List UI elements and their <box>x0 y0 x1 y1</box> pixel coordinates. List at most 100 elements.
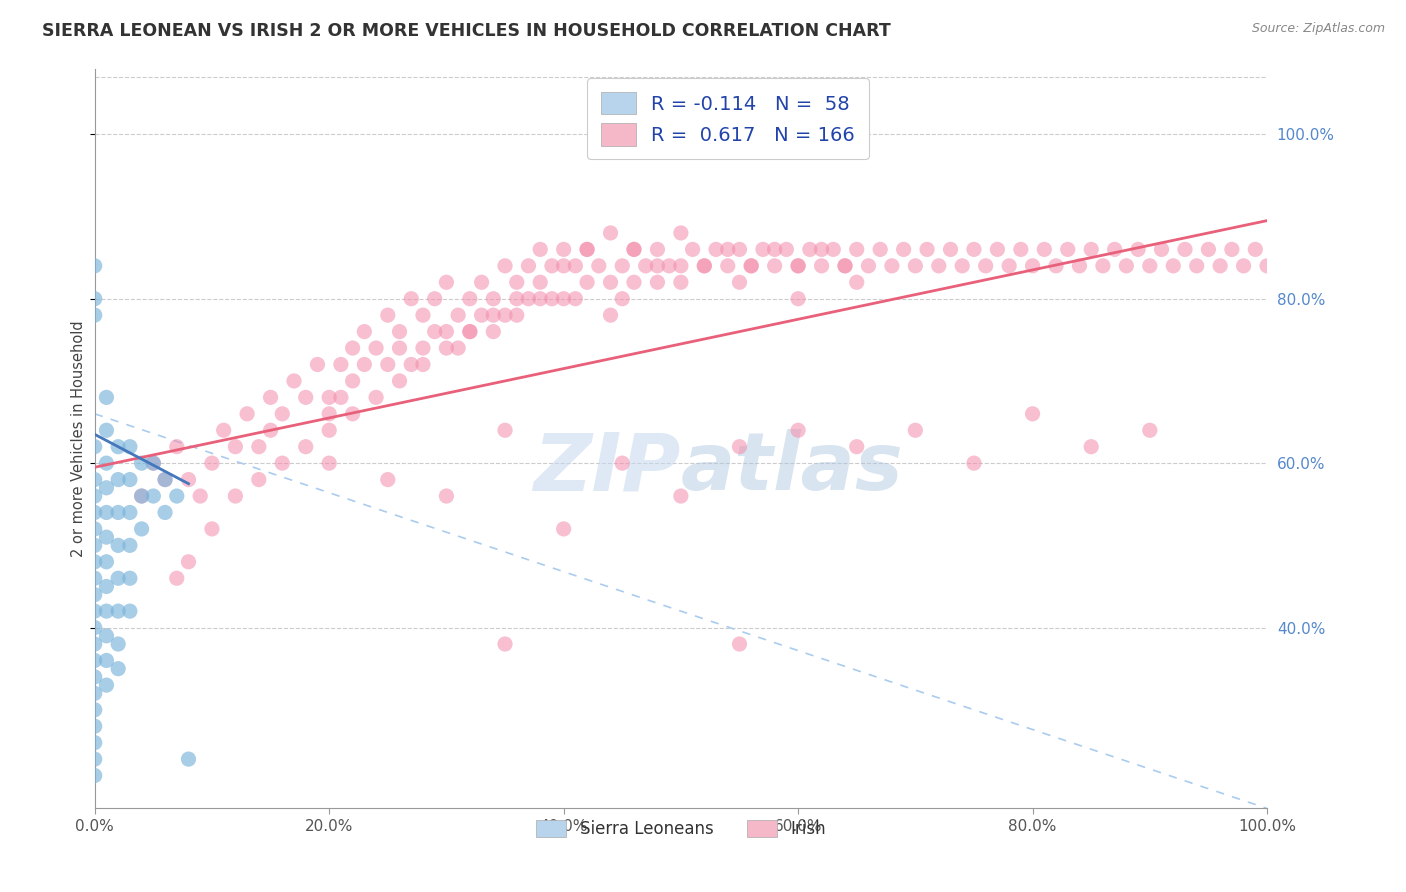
Point <box>318 423 340 437</box>
Point <box>377 473 399 487</box>
Point <box>353 358 375 372</box>
Point <box>83 670 105 684</box>
Point <box>494 637 516 651</box>
Point <box>669 489 692 503</box>
Point <box>845 275 868 289</box>
Point <box>307 358 329 372</box>
Point <box>612 456 634 470</box>
Point <box>787 259 810 273</box>
Point <box>107 538 129 552</box>
Point <box>787 292 810 306</box>
Point <box>118 604 141 618</box>
Point <box>353 325 375 339</box>
Point <box>599 275 621 289</box>
Point <box>553 522 575 536</box>
Point <box>107 662 129 676</box>
Point <box>728 243 751 257</box>
Point <box>118 571 141 585</box>
Point <box>399 292 422 306</box>
Point <box>294 390 316 404</box>
Point <box>1021 407 1043 421</box>
Point <box>318 407 340 421</box>
Point <box>329 390 352 404</box>
Point <box>1115 259 1137 273</box>
Point <box>669 275 692 289</box>
Point <box>271 407 294 421</box>
Point <box>83 440 105 454</box>
Text: Source: ZipAtlas.com: Source: ZipAtlas.com <box>1251 22 1385 36</box>
Point <box>388 341 411 355</box>
Point <box>83 686 105 700</box>
Point <box>647 275 669 289</box>
Point <box>153 473 176 487</box>
Point <box>1185 259 1208 273</box>
Point <box>142 456 165 470</box>
Point <box>612 292 634 306</box>
Point <box>564 259 586 273</box>
Point <box>412 341 434 355</box>
Point <box>96 555 118 569</box>
Point <box>412 308 434 322</box>
Point <box>963 243 986 257</box>
Point <box>224 489 246 503</box>
Point <box>201 456 224 470</box>
Point <box>576 243 599 257</box>
Point <box>107 506 129 520</box>
Point <box>682 243 704 257</box>
Point <box>471 308 494 322</box>
Point <box>904 423 927 437</box>
Point <box>588 259 610 273</box>
Point <box>494 259 516 273</box>
Point <box>83 308 105 322</box>
Point <box>96 423 118 437</box>
Point <box>83 538 105 552</box>
Point <box>83 621 105 635</box>
Point <box>1139 259 1161 273</box>
Point <box>928 259 950 273</box>
Point <box>118 440 141 454</box>
Point <box>1056 243 1078 257</box>
Point <box>83 736 105 750</box>
Point <box>83 604 105 618</box>
Point <box>740 259 762 273</box>
Point <box>623 275 645 289</box>
Point <box>436 341 458 355</box>
Point <box>904 259 927 273</box>
Point <box>1080 440 1102 454</box>
Point <box>107 473 129 487</box>
Point <box>177 752 200 766</box>
Point <box>869 243 891 257</box>
Point <box>96 481 118 495</box>
Point <box>717 259 740 273</box>
Point <box>1104 243 1126 257</box>
Point <box>118 538 141 552</box>
Point <box>166 571 188 585</box>
Point <box>834 259 856 273</box>
Point <box>728 440 751 454</box>
Point <box>529 292 551 306</box>
Point <box>858 259 880 273</box>
Point <box>1045 259 1067 273</box>
Point <box>458 292 481 306</box>
Point <box>83 719 105 733</box>
Point <box>131 489 153 503</box>
Point <box>83 489 105 503</box>
Point <box>799 243 821 257</box>
Point <box>669 259 692 273</box>
Point <box>96 456 118 470</box>
Point <box>83 653 105 667</box>
Point <box>658 259 681 273</box>
Point <box>318 390 340 404</box>
Point <box>247 440 270 454</box>
Point <box>599 308 621 322</box>
Point <box>517 259 540 273</box>
Point <box>541 259 564 273</box>
Point <box>553 259 575 273</box>
Point <box>388 325 411 339</box>
Point <box>506 292 529 306</box>
Point <box>131 522 153 536</box>
Point <box>1091 259 1114 273</box>
Point <box>880 259 903 273</box>
Point <box>412 358 434 372</box>
Point <box>188 489 211 503</box>
